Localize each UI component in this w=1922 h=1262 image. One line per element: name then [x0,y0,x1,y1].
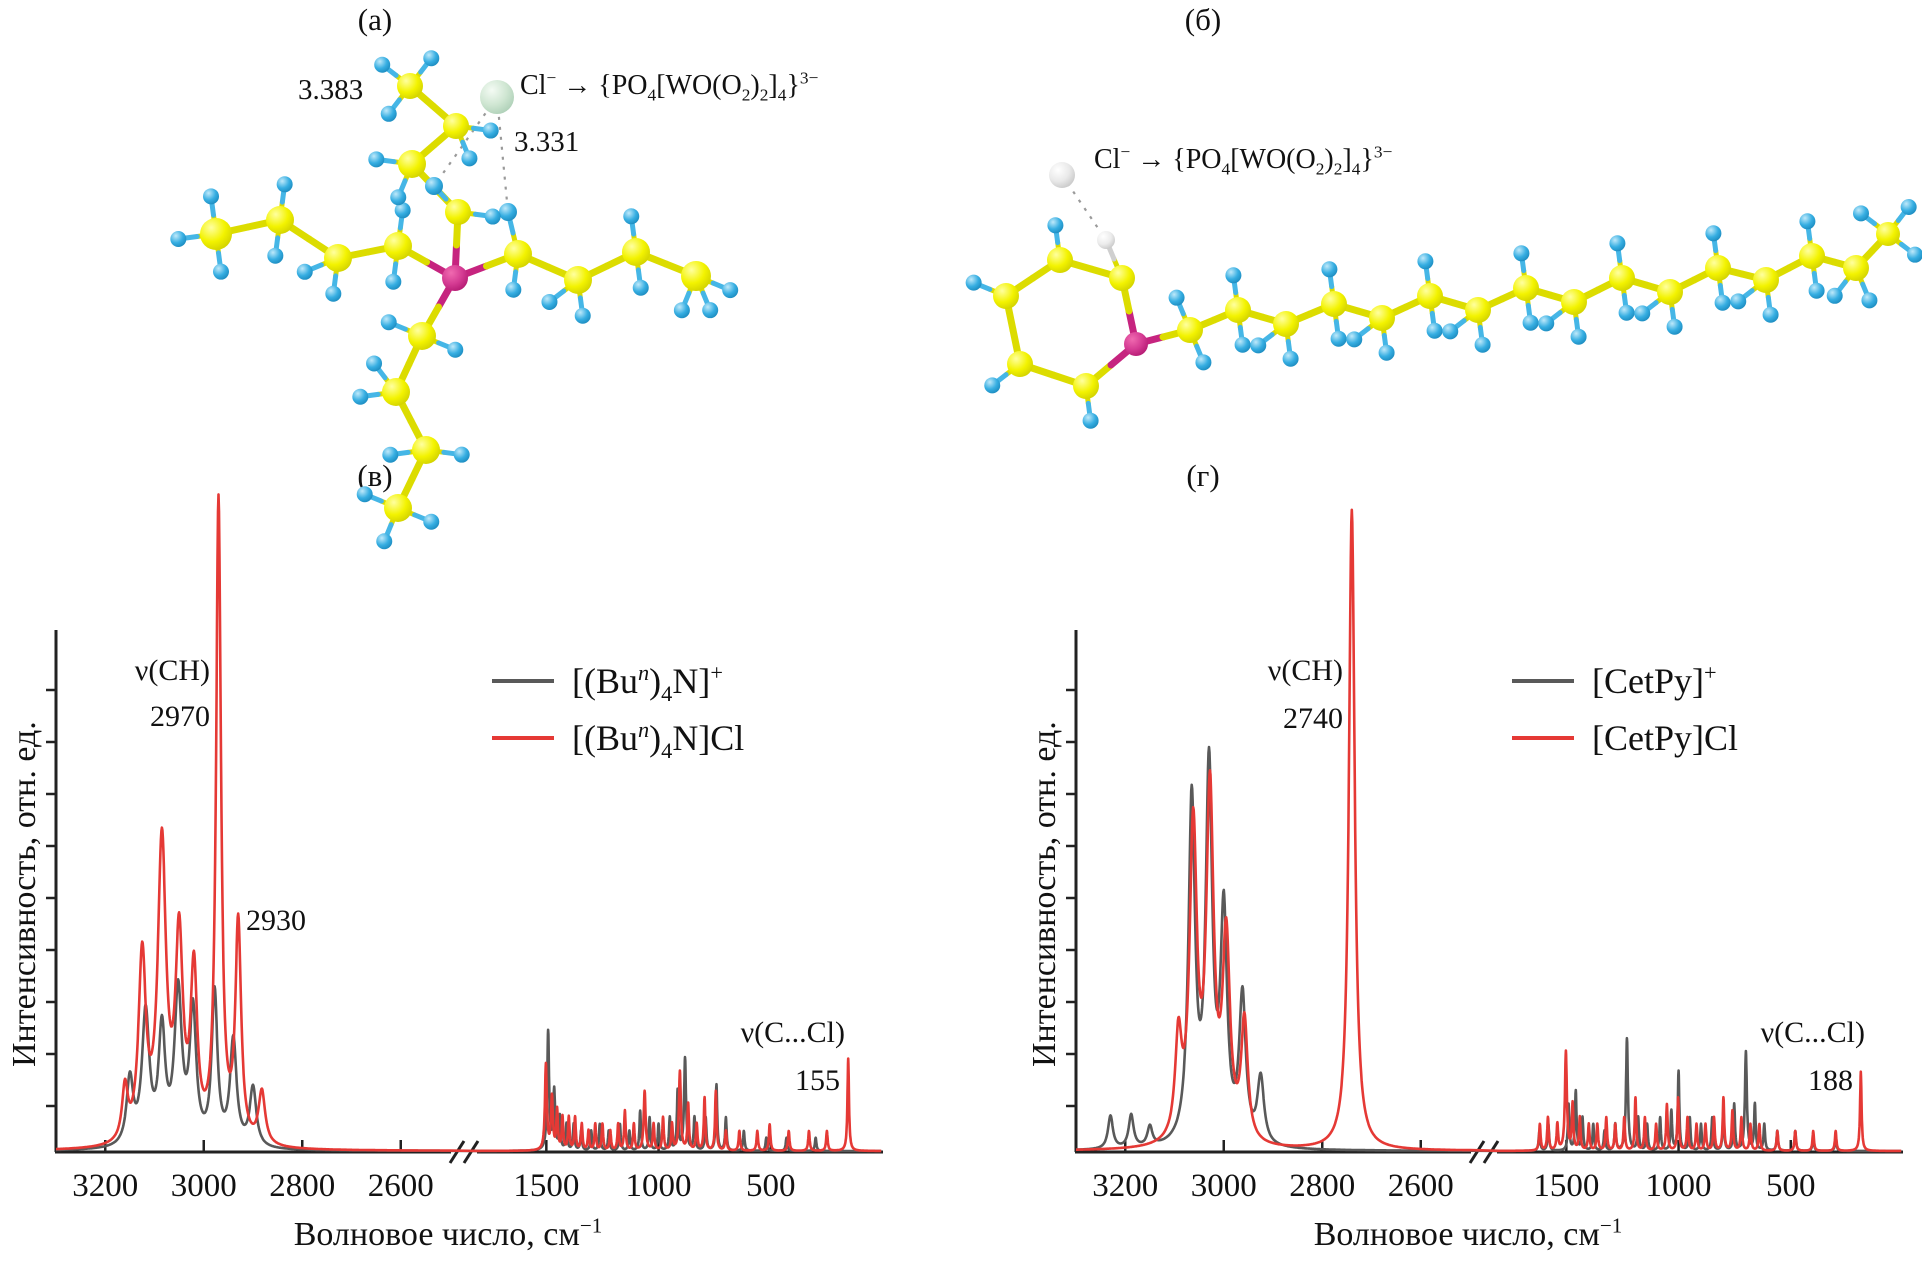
peak-annotation: 155 [795,1064,840,1097]
panel-label-a: (а) [357,2,393,37]
svg-text:3200: 3200 [1092,1168,1158,1204]
legend-g: [CetPy]+ [CetPy]Cl [1512,652,1738,766]
svg-text:1500: 1500 [513,1168,579,1204]
legend-swatch [1512,735,1574,740]
svg-text:500: 500 [1766,1168,1816,1204]
legend-v: [(Bun)4N]+ [(Bun)4N]Cl [492,652,744,766]
svg-text:1000: 1000 [626,1168,692,1204]
peak-annotation: ν(C...Cl) [1761,1016,1865,1049]
legend-label: [CetPy]Cl [1592,717,1739,758]
formula-b: Cl− → {PO4[WO(O2)2]4}3− [1094,142,1393,179]
legend-label: [(Bun)4N]+ [572,659,723,706]
spectrum-plot-v: 3200 3000 2800 2600 1500 1000 500 ν(CH) 2970 2930… [46,493,883,1204]
legend-label: [(Bun)4N]Cl [572,716,745,763]
peak-annotation: 2740 [1283,702,1343,735]
peak-annotation: 188 [1808,1064,1853,1097]
spectrum-plot-g: 3200 3000 2800 2600 1500 1000 500 ν(CH) 2740 ν(C.… [1066,508,1903,1204]
peak-annotation: ν(C...Cl) [741,1016,845,1049]
svg-text:3000: 3000 [171,1168,237,1204]
spectrum-chart-g: Интенсивность, отн. ед. 3200 3000 2800 2600… [1026,508,1908,1262]
molecule-a-ball-stick [170,50,739,550]
legend-item: [(Bun)4N]Cl [492,709,744,766]
peak-annotation: ν(CH) [135,654,210,687]
spectrum-chart-v: Интенсивность, отн. ед. 3200 3000 2800 2600… [6,493,888,1262]
svg-text:2600: 2600 [1388,1168,1454,1204]
distance-label-bottom: 3.331 [514,126,580,158]
legend-swatch [492,678,554,683]
legend-item: [CetPy]+ [1512,652,1738,709]
panel-label-b: (б) [1184,2,1222,37]
svg-text:1500: 1500 [1533,1168,1599,1204]
panel-label-g: (г) [1186,458,1220,493]
svg-text:1000: 1000 [1646,1168,1712,1204]
peak-annotation: 2970 [150,700,210,733]
legend-label: [CetPy]+ [1592,659,1717,701]
legend-swatch [492,735,554,740]
svg-text:2800: 2800 [1289,1168,1355,1204]
svg-text:2600: 2600 [368,1168,434,1204]
peak-annotation: ν(CH) [1268,654,1343,687]
svg-text:500: 500 [746,1168,796,1204]
x-axis-label: Волновое число, см−1 [1313,1213,1623,1253]
distance-label-top: 3.383 [298,74,364,106]
legend-swatch [1512,678,1574,683]
peak-annotation: 2930 [246,904,306,937]
svg-text:3200: 3200 [72,1168,138,1204]
x-axis-label: Волновое число, см−1 [293,1213,603,1253]
molecule-b-ball-stick [965,162,1922,429]
svg-text:3000: 3000 [1191,1168,1257,1204]
legend-item: [CetPy]Cl [1512,709,1738,766]
legend-item: [(Bun)4N]+ [492,652,744,709]
svg-text:2800: 2800 [269,1168,335,1204]
formula-a: Cl− → {PO4[WO(O2)2]4}3− [520,68,819,105]
